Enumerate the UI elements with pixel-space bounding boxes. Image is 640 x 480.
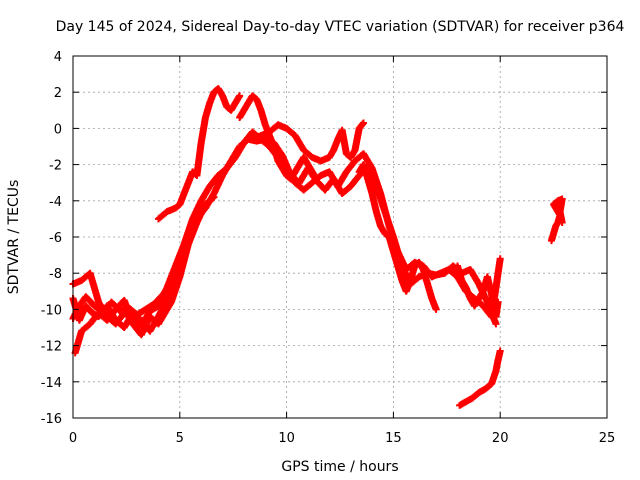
x-tick-label-0: 0 [69, 431, 77, 446]
data-point [558, 219, 566, 227]
data-point [494, 298, 502, 306]
grid-lines [73, 56, 607, 418]
x-tick-label-4: 20 [492, 431, 509, 446]
data-point [496, 347, 504, 355]
series-track-11 [547, 195, 566, 245]
data-point [210, 193, 218, 201]
y-tick-label-2: 0 [54, 122, 62, 137]
y-tick-label-1: 2 [54, 86, 62, 101]
series-track-7 [248, 119, 367, 165]
x-tick-label-3: 15 [385, 431, 402, 446]
y-tick-label-0: 4 [54, 50, 62, 65]
y-tick-label-6: -8 [49, 267, 62, 282]
y-tick-label-7: -10 [41, 303, 62, 318]
data-points [69, 85, 566, 409]
data-point [492, 320, 500, 328]
series-track-9 [453, 262, 502, 321]
series-track-5 [154, 85, 244, 223]
series-track-8 [355, 161, 440, 313]
data-point [496, 255, 504, 263]
data-point [172, 276, 180, 284]
y-tick-label-10: -16 [41, 412, 62, 427]
y-tick-label-4: -4 [49, 195, 62, 210]
x-tick-label-5: 25 [599, 431, 616, 446]
chart-title: Day 145 of 2024, Sidereal Day-to-day VTE… [56, 19, 625, 35]
y-tick-label-9: -14 [41, 376, 62, 391]
data-point [209, 194, 217, 202]
y-tick-label-3: -2 [49, 159, 62, 174]
y-tick-label-8: -12 [41, 340, 62, 355]
x-tick-label-1: 5 [176, 431, 184, 446]
series-track-10 [456, 347, 504, 409]
data-point [236, 92, 244, 100]
data-point [432, 305, 440, 313]
x-tick-label-2: 10 [278, 431, 295, 446]
data-point [313, 175, 321, 183]
data-point [359, 119, 367, 127]
series-track-6 [236, 92, 321, 183]
x-axis-label: GPS time / hours [281, 459, 398, 475]
series-track-4 [69, 276, 180, 335]
y-axis-label: SDTVAR / TECUs [6, 180, 22, 295]
y-tick-label-5: -6 [49, 231, 62, 246]
